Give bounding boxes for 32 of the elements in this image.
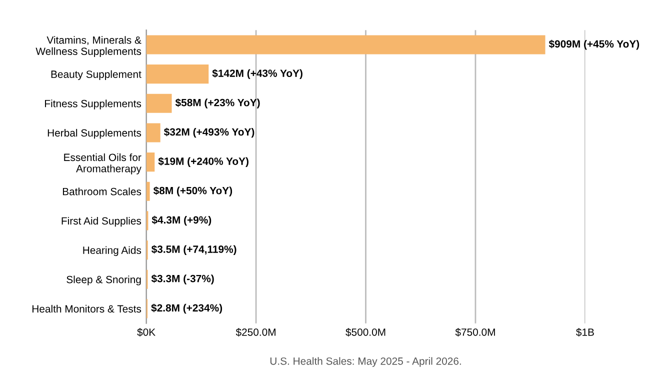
bar [146, 64, 209, 84]
y-tick-label: First Aid Supplies [62, 216, 142, 227]
y-tick-label: Essential Oils for Aromatherapy [64, 153, 142, 174]
text: U.S. Health Sales: May 2025 - April 2026. [270, 357, 461, 367]
y-tick-label: Fitness Supplements [45, 100, 142, 110]
data-label: $3.5M (+74,119%) [151, 245, 236, 255]
x-tick-label: $1B [576, 328, 594, 336]
y-tick-label: Vitamins, Minerals & Wellness Supplements [36, 36, 142, 58]
y-tick-label: Beauty Supplement [51, 70, 142, 80]
data-label: $909M (+45% YoY) [548, 40, 640, 50]
bar [146, 152, 155, 172]
data-label: $8M (+50% YoY) [153, 186, 232, 196]
y-tick-label: Sleep & Snoring [66, 276, 141, 286]
y-tick-label: Hearing Aids [83, 246, 142, 256]
data-label: $58M (+23% YoY) [175, 98, 260, 108]
x-tick-label: $250.0M [236, 328, 276, 336]
y-tick-label: Health Monitors & Tests [32, 304, 142, 313]
x-tick-label: $750.0M [455, 328, 495, 336]
bar [146, 94, 172, 113]
data-label: $2.8M (+234%) [151, 304, 222, 314]
data-label: $4.3M (+9%) [152, 216, 212, 226]
bar [146, 35, 546, 54]
bar [146, 182, 150, 201]
y-tick-label: Bathroom Scales [62, 188, 142, 196]
data-label: $19M (+240% YoY) [158, 157, 248, 167]
data-label: $32M (+493% YoY) [164, 128, 254, 138]
data-label: $142M (+43% YoY) [212, 69, 302, 80]
x-tick-label: $500.0M [346, 328, 386, 336]
x-tick-label: $0K [137, 328, 156, 336]
bar [146, 123, 160, 142]
y-tick-label: Herbal Supplements [48, 128, 142, 139]
data-label: $3.3M (-37%) [151, 274, 214, 284]
